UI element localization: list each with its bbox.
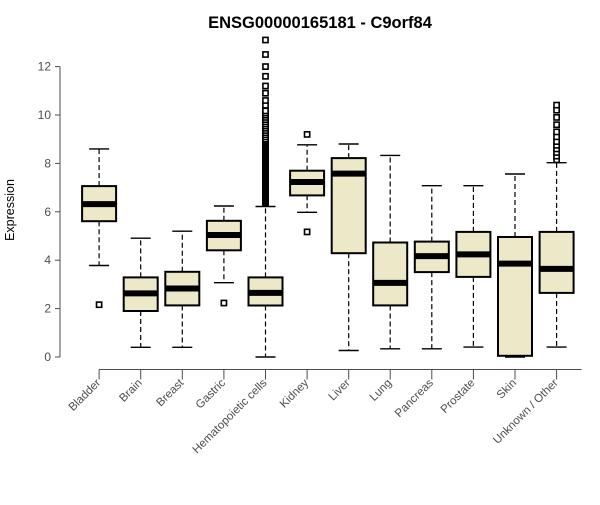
svg-text:0: 0	[44, 350, 51, 364]
svg-text:Liver: Liver	[327, 377, 353, 403]
svg-text:Lung: Lung	[368, 377, 395, 404]
svg-text:Skin: Skin	[495, 377, 519, 401]
svg-text:Prostate: Prostate	[439, 377, 478, 416]
svg-text:12: 12	[38, 60, 52, 74]
svg-text:Breast: Breast	[154, 377, 187, 410]
svg-text:Expression: Expression	[3, 179, 17, 241]
svg-text:Hematopoietic cells: Hematopoietic cells	[191, 377, 270, 456]
svg-text:Bladder: Bladder	[67, 377, 104, 414]
svg-text:10: 10	[38, 108, 52, 122]
svg-text:Pancreas: Pancreas	[393, 377, 436, 420]
svg-text:4: 4	[44, 253, 51, 267]
svg-text:Brain: Brain	[117, 377, 144, 404]
svg-text:8: 8	[44, 156, 51, 170]
svg-text:2: 2	[44, 302, 51, 316]
svg-text:6: 6	[44, 205, 51, 219]
svg-text:Gastric: Gastric	[194, 377, 228, 411]
svg-text:Kidney: Kidney	[278, 377, 312, 411]
